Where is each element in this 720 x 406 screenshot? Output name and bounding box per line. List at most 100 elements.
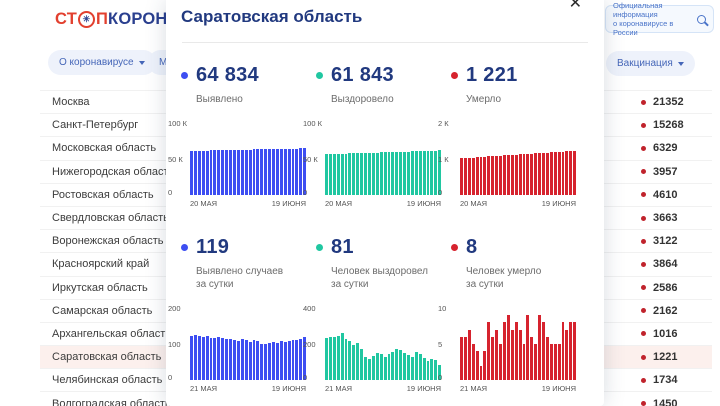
bar [538, 153, 542, 195]
bar [506, 315, 510, 380]
bar [336, 153, 340, 195]
region-name[interactable]: Саратовская область [52, 351, 162, 364]
bar [356, 153, 360, 195]
search-icon[interactable] [697, 14, 706, 24]
bar [371, 152, 375, 195]
region-name[interactable]: Воронежская область [52, 235, 164, 248]
stat-dot-icon [316, 72, 323, 79]
region-death-count: 1450 [641, 398, 677, 406]
red-dot-icon [641, 192, 646, 198]
bar [510, 329, 514, 380]
y-tick-label: 100 К [168, 119, 187, 128]
region-name[interactable]: Челябинская область [52, 374, 163, 387]
y-tick-label: 10 [438, 304, 447, 313]
logo-text-stop-left: СТ [55, 10, 77, 28]
region-name[interactable]: Москва [52, 96, 90, 109]
bar [344, 339, 348, 380]
bar [252, 149, 256, 195]
bar [499, 344, 502, 380]
x-tick-label: 19 ИЮНЯ [541, 199, 576, 208]
bar [391, 152, 395, 195]
bar [360, 349, 364, 380]
bar [565, 329, 569, 380]
bar [495, 155, 499, 195]
bar [514, 154, 518, 195]
bar [287, 148, 291, 195]
chart-daily-recovered: 400 200 0 21 МАЯ 19 ИЮНЯ [303, 304, 443, 398]
stat-value: 64 834 [196, 64, 259, 86]
region-name[interactable]: Самарская область [52, 304, 153, 317]
bar [360, 153, 364, 195]
search-box[interactable]: Официальная информация о коронавирусе в … [605, 1, 714, 37]
bar [410, 151, 414, 195]
bar [530, 336, 534, 380]
stat-label: Выявлено [196, 94, 243, 105]
red-dot-icon [641, 354, 646, 360]
bar [260, 343, 264, 380]
bar [502, 155, 506, 195]
region-count-value: 1016 [653, 327, 678, 340]
region-count-value: 3122 [653, 235, 678, 248]
region-name[interactable]: Санкт-Петербург [52, 119, 139, 132]
bar [229, 338, 232, 380]
stat-label: Человек выздоровел за сутки [331, 266, 428, 290]
region-name[interactable]: Московская область [52, 142, 157, 155]
region-name[interactable]: Архангельская область [52, 327, 171, 340]
bar [471, 157, 475, 195]
y-tick-label: 0 [438, 188, 443, 197]
logo-text-stop-right: П [95, 10, 109, 28]
bar [534, 344, 538, 380]
bar [561, 151, 565, 195]
y-tick-label: 400 [303, 304, 316, 313]
red-dot-icon [641, 308, 646, 314]
nav-about-label: О коронавирусе [59, 57, 134, 68]
bar [422, 357, 426, 380]
nav-about-coronavirus-button[interactable]: О коронавирусе [48, 50, 156, 75]
x-tick-label: 19 ИЮНЯ [271, 199, 306, 208]
bar [299, 148, 303, 195]
bar [190, 336, 193, 380]
bar [438, 150, 442, 195]
bar [371, 355, 375, 380]
bar [332, 154, 336, 195]
bar [379, 152, 383, 195]
bar [209, 337, 213, 380]
region-name[interactable]: Иркутская область [52, 281, 148, 294]
region-name[interactable]: Красноярский край [52, 258, 150, 271]
nav-vaccination-button[interactable]: Вакцинация [606, 51, 695, 76]
stat-dot-icon [316, 244, 323, 251]
bar [190, 150, 193, 195]
region-count-value: 2586 [653, 281, 678, 294]
bar [545, 152, 549, 195]
bar [491, 336, 495, 380]
x-tick-label: 19 ИЮНЯ [271, 384, 306, 393]
bar [495, 329, 499, 380]
region-death-count: 3122 [641, 235, 677, 247]
close-icon[interactable]: ✕ [568, 0, 582, 12]
bar [244, 340, 248, 380]
bar [295, 340, 299, 380]
bar [430, 358, 434, 380]
bar [364, 152, 367, 195]
bar [430, 150, 434, 195]
bar [225, 150, 229, 195]
region-name[interactable]: Нижегородская область [52, 165, 175, 178]
bar [569, 322, 573, 380]
bar [475, 351, 479, 380]
region-name[interactable]: Свердловская область [52, 212, 169, 225]
bar [352, 344, 356, 380]
region-name[interactable]: Ростовская область [52, 188, 154, 201]
bar [272, 149, 275, 195]
bar [193, 150, 197, 195]
y-tick-label: 100 К [303, 119, 322, 128]
region-count-value: 1450 [653, 397, 678, 406]
region-name[interactable]: Волгоградская область [52, 397, 171, 406]
bar [291, 339, 295, 380]
bar [205, 336, 209, 380]
bar [248, 341, 252, 380]
bar [467, 157, 471, 195]
bar [573, 322, 577, 380]
stat-block: 1 221 Умерло [440, 64, 518, 106]
bar [569, 151, 573, 195]
